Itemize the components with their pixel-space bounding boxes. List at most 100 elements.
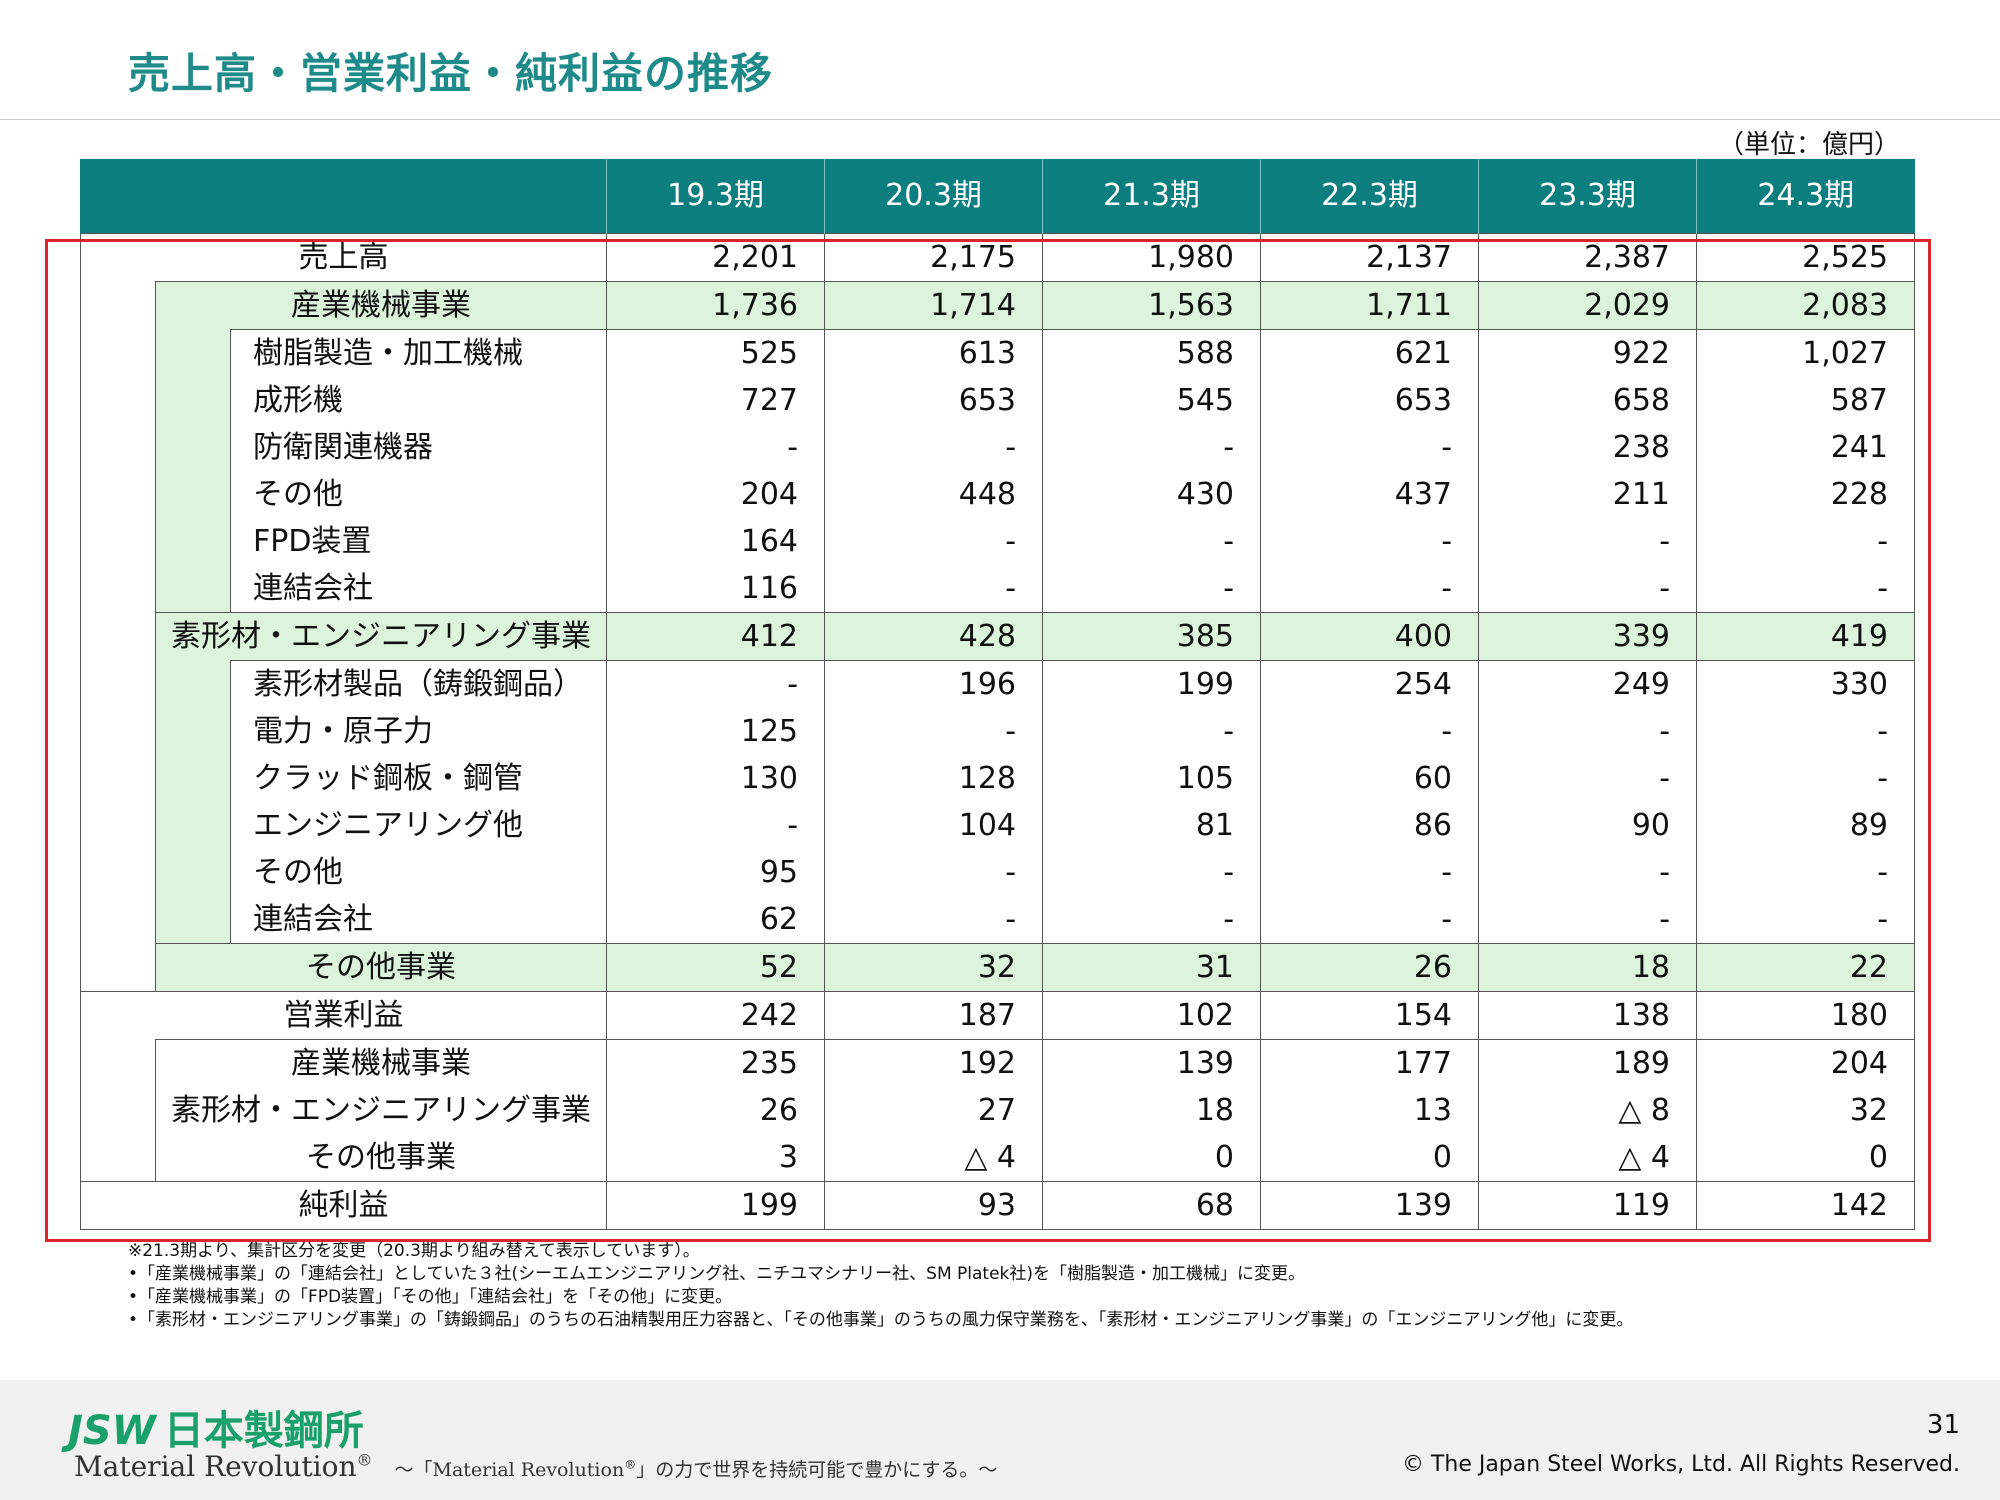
value-cell: 199 bbox=[1042, 660, 1261, 708]
value-cell: 154 bbox=[1260, 991, 1479, 1040]
value-cell: - bbox=[1478, 518, 1697, 565]
value-cell: 0 bbox=[1696, 1134, 1916, 1182]
value-cell: 437 bbox=[1260, 471, 1479, 518]
column-header: 23.3期 bbox=[1478, 159, 1697, 234]
value-cell: 922 bbox=[1478, 329, 1697, 377]
value-cell: 588 bbox=[1042, 329, 1261, 377]
value-cell: 138 bbox=[1478, 991, 1697, 1040]
indent-cell bbox=[155, 896, 231, 944]
value-cell: 727 bbox=[606, 377, 825, 424]
indent-cell bbox=[80, 518, 156, 565]
row-label: その他事業 bbox=[154, 1134, 607, 1182]
row-label: その他 bbox=[229, 471, 607, 518]
value-cell: 187 bbox=[824, 991, 1043, 1040]
value-cell: - bbox=[1260, 518, 1479, 565]
value-cell: 177 bbox=[1260, 1039, 1479, 1087]
value-cell: 0 bbox=[1260, 1134, 1479, 1182]
footer: JSW 日本製鋼所 Material Revolution® ～「Material … bbox=[0, 1380, 2000, 1500]
value-cell: 385 bbox=[1042, 612, 1261, 661]
table-row: クラッド鋼板・鋼管 130 128 105 60- - bbox=[80, 755, 1916, 802]
value-cell: 116 bbox=[606, 565, 825, 613]
value-cell: 89 bbox=[1696, 802, 1916, 849]
table-row: 成形機 727 653 545 653 658 587 bbox=[80, 377, 1916, 424]
indent-cell bbox=[80, 329, 156, 377]
value-cell: - bbox=[1260, 849, 1479, 896]
tagline-main: Material Revolution bbox=[74, 1450, 357, 1483]
value-cell: - bbox=[1042, 424, 1261, 471]
value-cell: 2,175 bbox=[824, 233, 1043, 282]
value-cell: 1,027 bbox=[1696, 329, 1916, 377]
row-label: 連結会社 bbox=[229, 896, 607, 944]
logo-latin: JSW bbox=[68, 1408, 156, 1454]
value-cell: 1,736 bbox=[606, 281, 825, 330]
value-cell: 0 bbox=[1042, 1134, 1261, 1182]
table-row: 素形材・エンジニアリング事業 26 27 18 13 △ 8 32 bbox=[80, 1087, 1916, 1134]
value-cell: - bbox=[1696, 896, 1916, 944]
value-cell: - bbox=[824, 708, 1043, 755]
value-cell: 95 bbox=[606, 849, 825, 896]
value-cell: - bbox=[824, 565, 1043, 613]
value-cell: - bbox=[1696, 708, 1916, 755]
table-row: 連結会社 62- - - - - bbox=[80, 896, 1916, 944]
row-label: 防衛関連機器 bbox=[229, 424, 607, 471]
table-row: 産業機械事業 1,736 1,714 1,563 1,711 2,029 2,083 bbox=[80, 281, 1916, 330]
value-cell: 22 bbox=[1696, 943, 1916, 992]
table-row: FPD装置 164- - - - - bbox=[80, 518, 1916, 565]
row-label: 素形材・エンジニアリング事業 bbox=[154, 1087, 607, 1134]
value-cell: - bbox=[1042, 708, 1261, 755]
value-cell: 204 bbox=[1696, 1039, 1916, 1087]
value-cell: 2,083 bbox=[1696, 281, 1916, 330]
table-row: エンジニアリング他 -104 81 86 90 89 bbox=[80, 802, 1916, 849]
value-cell: - bbox=[1042, 896, 1261, 944]
indent-cell bbox=[155, 471, 231, 518]
row-label: 電力・原子力 bbox=[229, 708, 607, 755]
value-cell: 27 bbox=[824, 1087, 1043, 1134]
column-header: 21.3期 bbox=[1042, 159, 1261, 234]
value-cell: 119 bbox=[1478, 1181, 1697, 1230]
value-cell: - bbox=[606, 802, 825, 849]
value-cell: 60 bbox=[1260, 755, 1479, 802]
value-cell: - bbox=[1696, 849, 1916, 896]
tagline-sub-post: 」の力で世界を持続可能で豊かにする。～ bbox=[636, 1459, 998, 1481]
row-label: その他 bbox=[229, 849, 607, 896]
value-cell: 81 bbox=[1042, 802, 1261, 849]
value-cell: - bbox=[1478, 708, 1697, 755]
value-cell: 249 bbox=[1478, 660, 1697, 708]
indent-cell bbox=[155, 518, 231, 565]
value-cell: 2,137 bbox=[1260, 233, 1479, 282]
value-cell: - bbox=[1260, 565, 1479, 613]
value-cell: 68 bbox=[1042, 1181, 1261, 1230]
indent-cell bbox=[155, 565, 231, 613]
row-label: 素形材・エンジニアリング事業 bbox=[154, 612, 607, 661]
value-cell: 93 bbox=[824, 1181, 1043, 1230]
value-cell: 228 bbox=[1696, 471, 1916, 518]
table-row: 防衛関連機器 - - - -238 241 bbox=[80, 424, 1916, 471]
value-cell: - bbox=[1696, 755, 1916, 802]
value-cell: 52 bbox=[606, 943, 825, 992]
column-header: 19.3期 bbox=[606, 159, 825, 234]
indent-cell bbox=[80, 1134, 156, 1182]
indent-cell bbox=[155, 424, 231, 471]
value-cell: 653 bbox=[1260, 377, 1479, 424]
value-cell: 3 bbox=[606, 1134, 825, 1182]
value-cell: - bbox=[1042, 849, 1261, 896]
value-cell: - bbox=[1260, 896, 1479, 944]
row-label: 樹脂製造・加工機械 bbox=[229, 329, 607, 377]
table-row: その他 95- - - - - bbox=[80, 849, 1916, 896]
value-cell: - bbox=[824, 849, 1043, 896]
value-cell: 139 bbox=[1042, 1039, 1261, 1087]
value-cell: 339 bbox=[1478, 612, 1697, 661]
indent-cell bbox=[80, 471, 156, 518]
indent-cell bbox=[80, 377, 156, 424]
value-cell: 192 bbox=[824, 1039, 1043, 1087]
value-cell: 32 bbox=[824, 943, 1043, 992]
value-cell: 204 bbox=[606, 471, 825, 518]
table-row: その他事業 52 32 31 26 18 22 bbox=[80, 943, 1916, 992]
row-label: 成形機 bbox=[229, 377, 607, 424]
value-cell: 13 bbox=[1260, 1087, 1479, 1134]
table-row: 素形材製品（鋳鍛鋼品） -196 199 254 249 330 bbox=[80, 660, 1916, 708]
value-cell: - bbox=[1696, 518, 1916, 565]
value-cell: 430 bbox=[1042, 471, 1261, 518]
value-cell: 2,029 bbox=[1478, 281, 1697, 330]
